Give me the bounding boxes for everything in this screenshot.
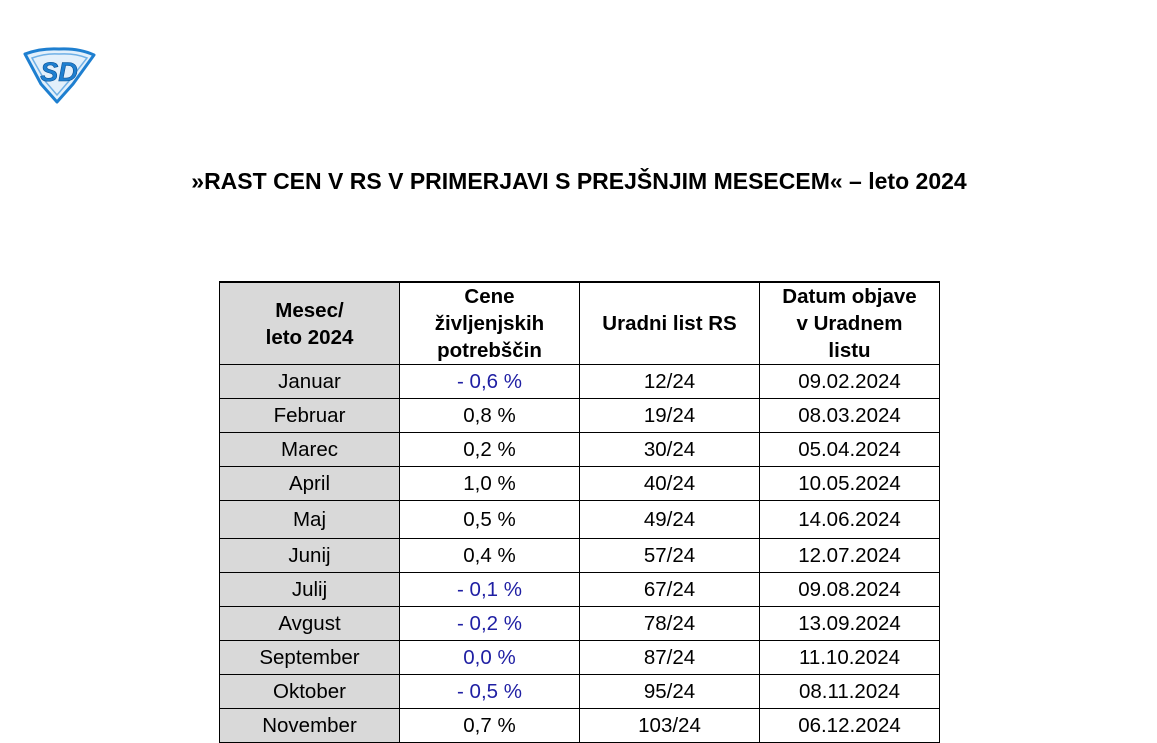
table-row: Oktober - 0,5 % 95/24 08.11.2024 — [219, 674, 940, 709]
table-header-row: Mesec/leto 2024 Cene življenjskih potrebšč… — [219, 281, 940, 365]
cell-date: 09.08.2024 — [759, 572, 940, 607]
cell-gazette: 95/24 — [579, 674, 760, 709]
cell-gazette: 57/24 — [579, 538, 760, 573]
cell-gazette: 49/24 — [579, 500, 760, 539]
cell-rate: - 0,2 % — [399, 606, 580, 641]
cell-rate: 0,0 % — [399, 640, 580, 675]
cell-gazette: 103/24 — [579, 708, 760, 743]
cell-date: 10.05.2024 — [759, 466, 940, 501]
logo-shield-outline — [23, 47, 96, 104]
cell-date: 05.04.2024 — [759, 432, 940, 467]
table-row: Marec 0,2 % 30/24 05.04.2024 — [219, 432, 940, 467]
cell-gazette: 12/24 — [579, 364, 760, 399]
cell-date: 11.10.2024 — [759, 640, 940, 675]
cell-gazette: 87/24 — [579, 640, 760, 675]
table-row: Januar - 0,6 % 12/24 09.02.2024 — [219, 364, 940, 399]
page-title: »RAST CEN V RS V PRIMERJAVI S PREJŠNJIM … — [191, 168, 967, 194]
logo-monogram: SD — [40, 57, 78, 87]
table-row: Februar 0,8 % 19/24 08.03.2024 — [219, 398, 940, 433]
cell-rate: 0,8 % — [399, 398, 580, 433]
header-month: Mesec/leto 2024 — [219, 281, 400, 365]
header-date: Datum objave v Uradnem listu — [759, 281, 940, 365]
cell-month: Januar — [219, 364, 400, 399]
cell-month: September — [219, 640, 400, 675]
cell-rate: 0,7 % — [399, 708, 580, 743]
cell-rate: 0,5 % — [399, 500, 580, 539]
table-row: September 0,0 % 87/24 11.10.2024 — [219, 640, 940, 675]
cell-month: Avgust — [219, 606, 400, 641]
cell-date: 06.12.2024 — [759, 708, 940, 743]
cell-rate: 0,4 % — [399, 538, 580, 573]
cell-gazette: 30/24 — [579, 432, 760, 467]
cell-month: November — [219, 708, 400, 743]
cell-date: 13.09.2024 — [759, 606, 940, 641]
header-gazette: Uradni list RS — [579, 281, 760, 365]
cell-date: 09.02.2024 — [759, 364, 940, 399]
table-body: Januar - 0,6 % 12/24 09.02.2024 Februar 0,8 %… — [219, 364, 940, 743]
cell-month: Maj — [219, 500, 400, 539]
table-row: Junij 0,4 % 57/24 12.07.2024 — [219, 538, 940, 573]
cell-gazette: 19/24 — [579, 398, 760, 433]
cell-month: Oktober — [219, 674, 400, 709]
cell-month: Marec — [219, 432, 400, 467]
cell-gazette: 78/24 — [579, 606, 760, 641]
cell-gazette: 67/24 — [579, 572, 760, 607]
table-row: November 0,7 % 103/24 06.12.2024 — [219, 708, 940, 743]
table-row: Julij - 0,1 % 67/24 09.08.2024 — [219, 572, 940, 607]
cell-month: Junij — [219, 538, 400, 573]
table-row: Maj 0,5 % 49/24 14.06.2024 — [219, 500, 940, 539]
cell-rate: 1,0 % — [399, 466, 580, 501]
cell-rate: 0,2 % — [399, 432, 580, 467]
cell-month: Julij — [219, 572, 400, 607]
cell-gazette: 40/24 — [579, 466, 760, 501]
cell-month: April — [219, 466, 400, 501]
cell-date: 14.06.2024 — [759, 500, 940, 539]
cell-date: 12.07.2024 — [759, 538, 940, 573]
table-row: Avgust - 0,2 % 78/24 13.09.2024 — [219, 606, 940, 641]
logo-shield-inner — [30, 53, 89, 97]
price-growth-table: Mesec/leto 2024 Cene življenjskih potrebšč… — [219, 281, 940, 743]
sd-shield-logo: SD — [23, 47, 96, 104]
cell-rate: - 0,6 % — [399, 364, 580, 399]
cell-rate: - 0,5 % — [399, 674, 580, 709]
cell-rate: - 0,1 % — [399, 572, 580, 607]
cell-month: Februar — [219, 398, 400, 433]
cell-date: 08.03.2024 — [759, 398, 940, 433]
header-rate: Cene življenjskih potrebščin — [399, 281, 580, 365]
table-row: April 1,0 % 40/24 10.05.2024 — [219, 466, 940, 501]
cell-date: 08.11.2024 — [759, 674, 940, 709]
